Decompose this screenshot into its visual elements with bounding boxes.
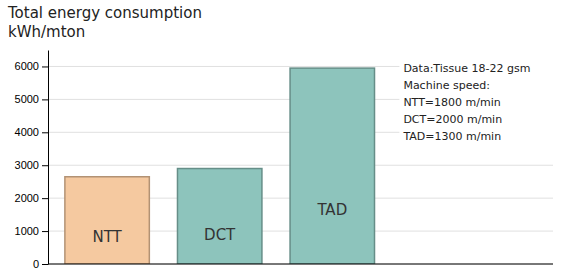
bars bbox=[65, 68, 375, 264]
tick: 5000 bbox=[15, 93, 48, 105]
bar bbox=[290, 68, 374, 264]
tick: 6000 bbox=[15, 60, 48, 72]
annotation-line: Machine speed: bbox=[403, 79, 489, 92]
tick-mark bbox=[42, 99, 48, 100]
tick-label: 2000 bbox=[15, 192, 39, 204]
tick-mark bbox=[42, 132, 48, 133]
tick: 2000 bbox=[15, 192, 48, 204]
tick-label: 6000 bbox=[15, 60, 39, 72]
annotation-line: DCT=2000 m/min bbox=[403, 113, 502, 126]
bar-labels: NTT DCT TAD bbox=[92, 201, 347, 246]
tick: 0 bbox=[33, 258, 48, 270]
x-axis-line bbox=[48, 264, 553, 265]
x-axis bbox=[48, 264, 553, 265]
category-label: TAD bbox=[316, 201, 347, 219]
tick-label: 1000 bbox=[15, 225, 39, 237]
subtitle: kWh/mton bbox=[8, 23, 85, 41]
chart: Total energy consumptionkWh/mton NTT DCT TA… bbox=[0, 0, 561, 276]
plot: NTT DCT TAD 0 1000 2000 3000 4000 5000 6000 Data:T… bbox=[15, 51, 553, 271]
bar bbox=[65, 177, 149, 264]
tick-mark bbox=[42, 264, 48, 265]
tick-label: 5000 bbox=[15, 93, 39, 105]
tick-mark bbox=[42, 231, 48, 232]
bar bbox=[177, 169, 261, 264]
tick-label: 4000 bbox=[15, 126, 39, 138]
tick: 1000 bbox=[15, 225, 48, 237]
annotation-background bbox=[399, 56, 553, 149]
y-axis: 0 1000 2000 3000 4000 5000 6000 bbox=[15, 51, 49, 271]
tick-label: 3000 bbox=[15, 159, 39, 171]
annotation-line: TAD=1300 m/min bbox=[402, 130, 501, 143]
title-group: Total energy consumptionkWh/mton bbox=[7, 4, 202, 41]
y-axis-line bbox=[48, 51, 49, 265]
tick: 4000 bbox=[15, 126, 48, 138]
grid bbox=[48, 66, 553, 264]
grid-line bbox=[48, 264, 553, 265]
annotation-line: NTT=1800 m/min bbox=[403, 96, 500, 109]
category-label: NTT bbox=[92, 228, 122, 246]
category-label: DCT bbox=[204, 226, 236, 244]
tick: 3000 bbox=[15, 159, 48, 171]
annotation-line: Data:Tissue 18-22 gsm bbox=[403, 62, 530, 75]
annotation: Data:Tissue 18-22 gsm Machine speed: NTT=1… bbox=[399, 56, 553, 149]
title: Total energy consumption bbox=[7, 4, 202, 22]
tick-label: 0 bbox=[33, 258, 39, 270]
tick-mark bbox=[42, 165, 48, 166]
tick-mark bbox=[42, 198, 48, 199]
tick-mark bbox=[42, 66, 48, 67]
